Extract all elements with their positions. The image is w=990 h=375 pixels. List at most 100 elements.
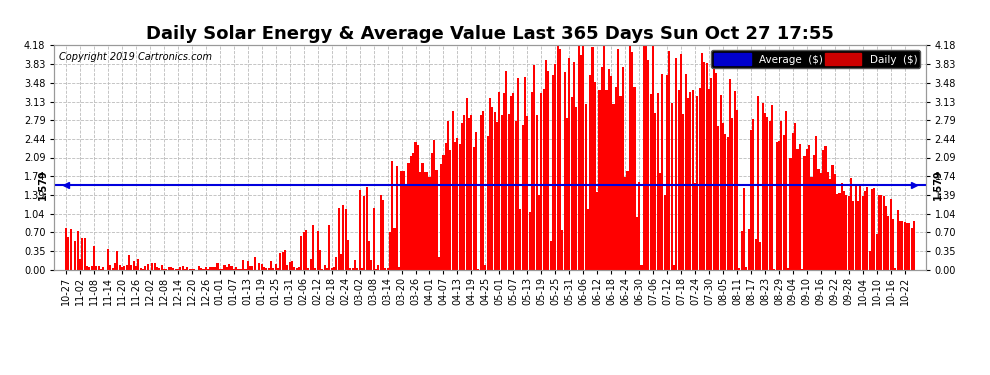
Bar: [868, 251, 871, 270]
Bar: [606, 90, 608, 270]
Bar: [739, 268, 741, 270]
Bar: [317, 231, 319, 270]
Bar: [98, 266, 100, 270]
Bar: [852, 201, 854, 270]
Bar: [465, 98, 468, 270]
Bar: [713, 58, 715, 270]
Bar: [79, 259, 81, 270]
Bar: [289, 262, 291, 270]
Bar: [480, 115, 482, 270]
Bar: [792, 133, 794, 270]
Bar: [559, 49, 561, 270]
Bar: [857, 201, 859, 270]
Bar: [594, 82, 596, 270]
Bar: [659, 172, 661, 270]
Bar: [356, 268, 358, 270]
Bar: [778, 141, 780, 270]
Bar: [235, 267, 238, 270]
Bar: [346, 240, 349, 270]
Bar: [207, 268, 209, 270]
Bar: [84, 238, 86, 270]
Bar: [358, 190, 360, 270]
Bar: [534, 65, 536, 270]
Bar: [680, 54, 682, 270]
Bar: [291, 261, 293, 270]
Bar: [556, 45, 558, 270]
Bar: [512, 93, 515, 270]
Bar: [203, 269, 205, 270]
Bar: [95, 266, 97, 270]
Bar: [384, 268, 386, 270]
Bar: [338, 208, 340, 270]
Bar: [696, 96, 698, 270]
Bar: [445, 144, 446, 270]
Bar: [305, 230, 307, 270]
Bar: [142, 269, 144, 270]
Bar: [725, 134, 727, 270]
Bar: [761, 103, 763, 270]
Bar: [494, 112, 496, 270]
Bar: [752, 118, 754, 270]
Bar: [184, 269, 186, 270]
Bar: [703, 62, 706, 270]
Bar: [729, 80, 731, 270]
Bar: [741, 231, 742, 270]
Bar: [871, 189, 873, 270]
Bar: [231, 266, 233, 270]
Bar: [498, 92, 500, 270]
Bar: [620, 96, 622, 270]
Bar: [100, 269, 102, 270]
Bar: [799, 144, 801, 270]
Bar: [405, 186, 407, 270]
Bar: [145, 266, 147, 270]
Bar: [866, 187, 868, 270]
Bar: [682, 114, 684, 270]
Bar: [603, 45, 605, 270]
Bar: [109, 265, 112, 270]
Bar: [151, 263, 153, 270]
Bar: [361, 268, 363, 270]
Bar: [219, 268, 221, 270]
Bar: [160, 265, 162, 270]
Bar: [389, 232, 391, 270]
Bar: [296, 268, 298, 270]
Bar: [524, 77, 526, 270]
Bar: [599, 90, 601, 270]
Bar: [282, 252, 284, 270]
Bar: [701, 53, 703, 270]
Bar: [749, 130, 752, 270]
Bar: [764, 113, 766, 270]
Bar: [887, 216, 889, 270]
Bar: [307, 268, 310, 270]
Bar: [544, 60, 547, 270]
Bar: [81, 238, 83, 270]
Bar: [200, 268, 202, 270]
Bar: [363, 196, 365, 270]
Bar: [153, 263, 155, 270]
Bar: [692, 90, 694, 270]
Bar: [286, 265, 288, 270]
Bar: [715, 73, 717, 270]
Bar: [333, 267, 335, 270]
Bar: [775, 142, 777, 270]
Bar: [610, 76, 612, 270]
Bar: [773, 269, 775, 270]
Bar: [505, 70, 508, 270]
Bar: [112, 268, 114, 270]
Bar: [745, 267, 747, 270]
Bar: [468, 118, 470, 270]
Bar: [850, 177, 852, 270]
Bar: [489, 98, 491, 270]
Bar: [890, 200, 892, 270]
Bar: [629, 45, 631, 270]
Bar: [864, 191, 866, 270]
Bar: [393, 228, 396, 270]
Bar: [93, 246, 95, 270]
Bar: [832, 165, 834, 270]
Bar: [433, 140, 436, 270]
Bar: [822, 150, 825, 270]
Bar: [566, 118, 568, 270]
Bar: [76, 231, 79, 270]
Bar: [293, 267, 295, 270]
Bar: [456, 138, 458, 270]
